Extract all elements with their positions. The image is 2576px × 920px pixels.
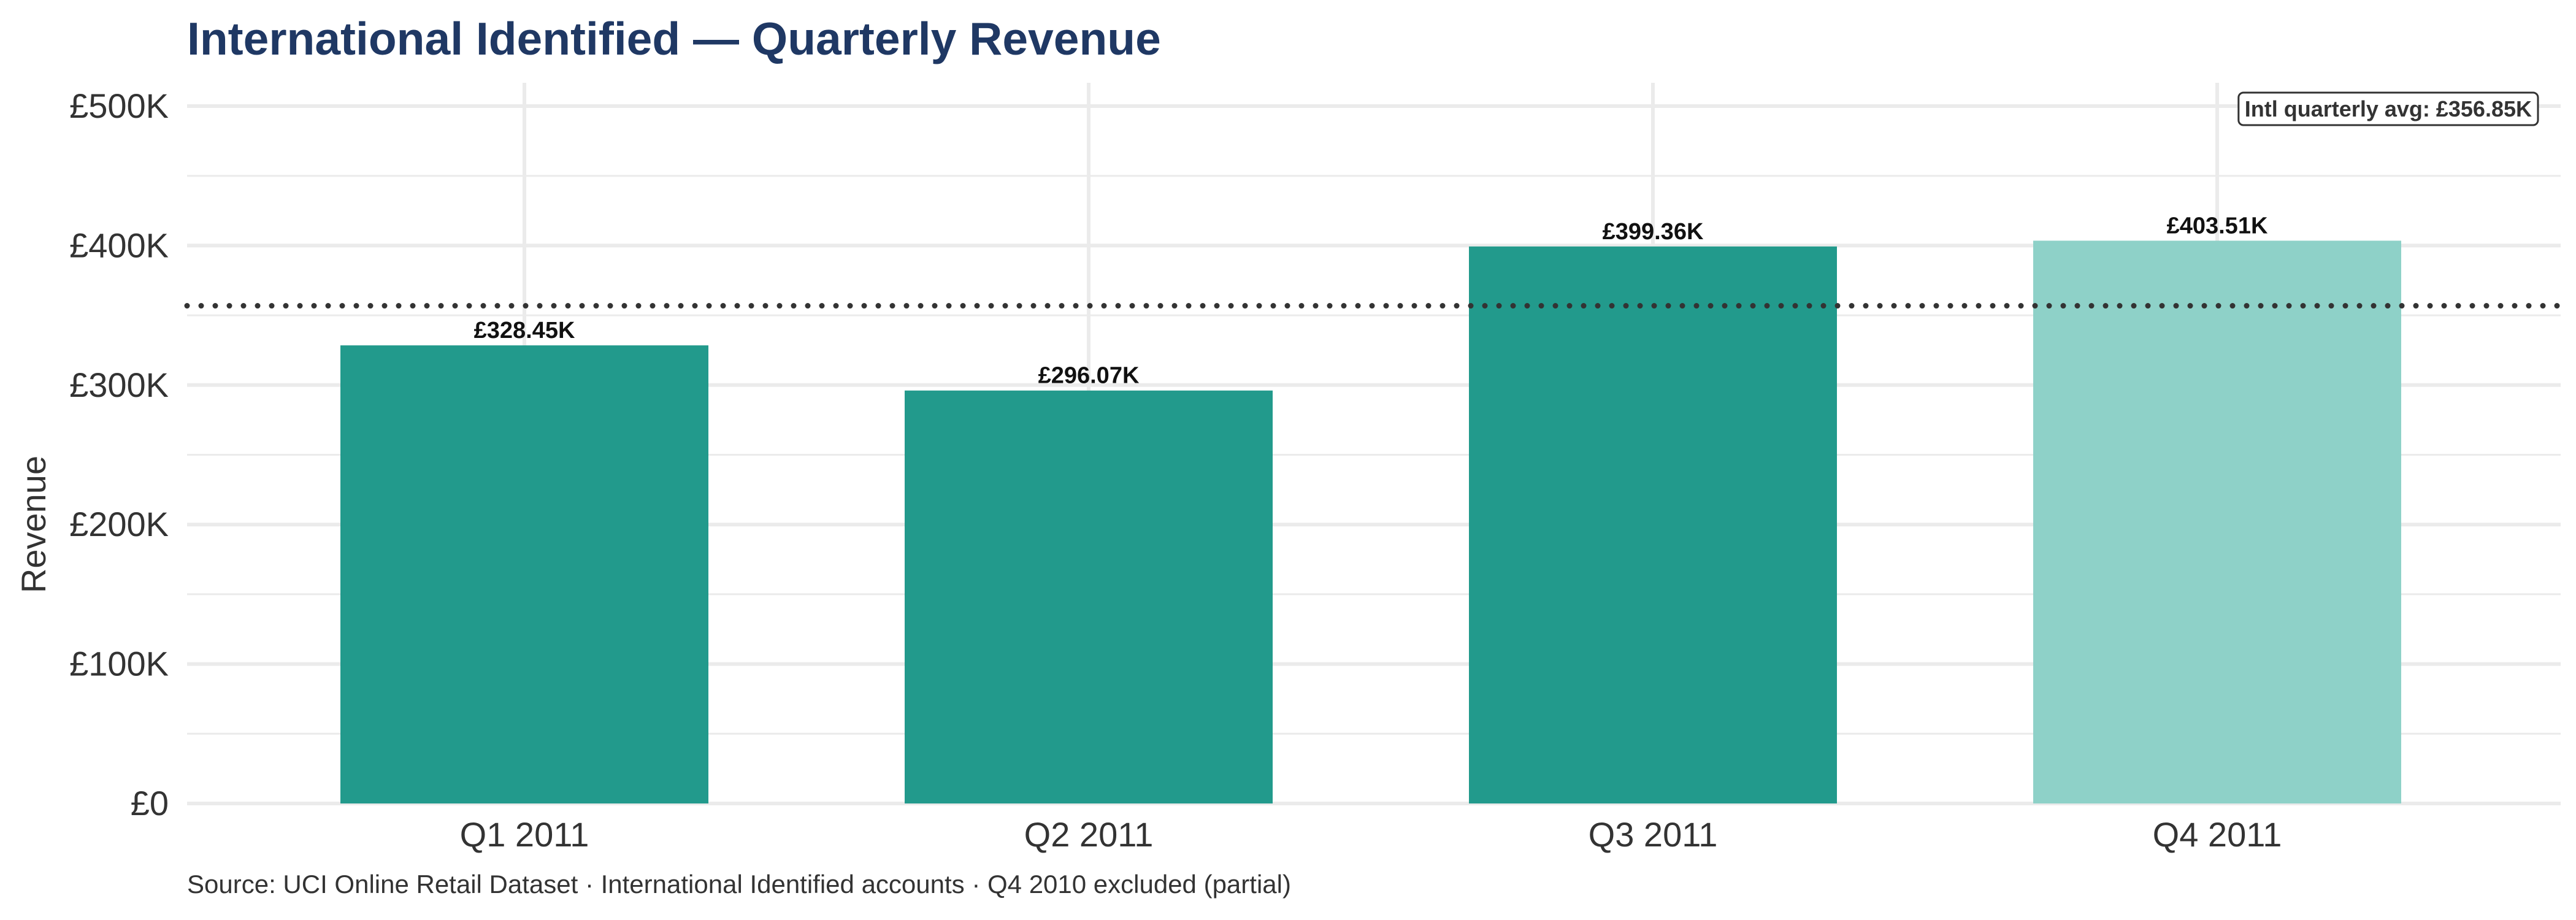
chart-title: International Identified — Quarterly Rev… — [187, 13, 1161, 64]
y-tick-label: £200K — [69, 505, 169, 543]
bar — [340, 345, 708, 803]
bar — [1469, 246, 1837, 803]
y-tick-label: £0 — [131, 784, 169, 822]
bar — [905, 390, 1273, 803]
label-layer: £0 £100K £200K £300K £400K £500K £328.45K Q1 20… — [69, 86, 2539, 854]
x-tick-label: Q4 2011 — [2153, 815, 2282, 854]
x-tick-label: Q2 2011 — [1024, 815, 1154, 854]
average-annotation-box — [2237, 91, 2539, 126]
chart-caption: Source: UCI Online Retail Dataset · Inte… — [187, 870, 1291, 899]
bar — [2033, 240, 2401, 803]
x-tick-label: Q1 2011 — [460, 815, 589, 854]
bar-value-label: £296.07K — [1038, 363, 1140, 389]
y-tick-label: £500K — [69, 86, 169, 125]
x-tick-label: Q3 2011 — [1589, 815, 1718, 854]
y-tick-label: £100K — [69, 645, 169, 683]
bar-layer — [340, 240, 2401, 803]
y-tick-label: £300K — [69, 366, 169, 404]
y-axis-title: Revenue — [14, 456, 53, 593]
bar-value-label: £399.36K — [1603, 219, 1704, 245]
y-tick-label: £400K — [69, 226, 169, 264]
bar-value-label: £328.45K — [474, 318, 575, 343]
bar-value-label: £403.51K — [2167, 213, 2268, 239]
average-annotation-label: Intl quarterly avg: £356.85K — [2245, 96, 2532, 121]
